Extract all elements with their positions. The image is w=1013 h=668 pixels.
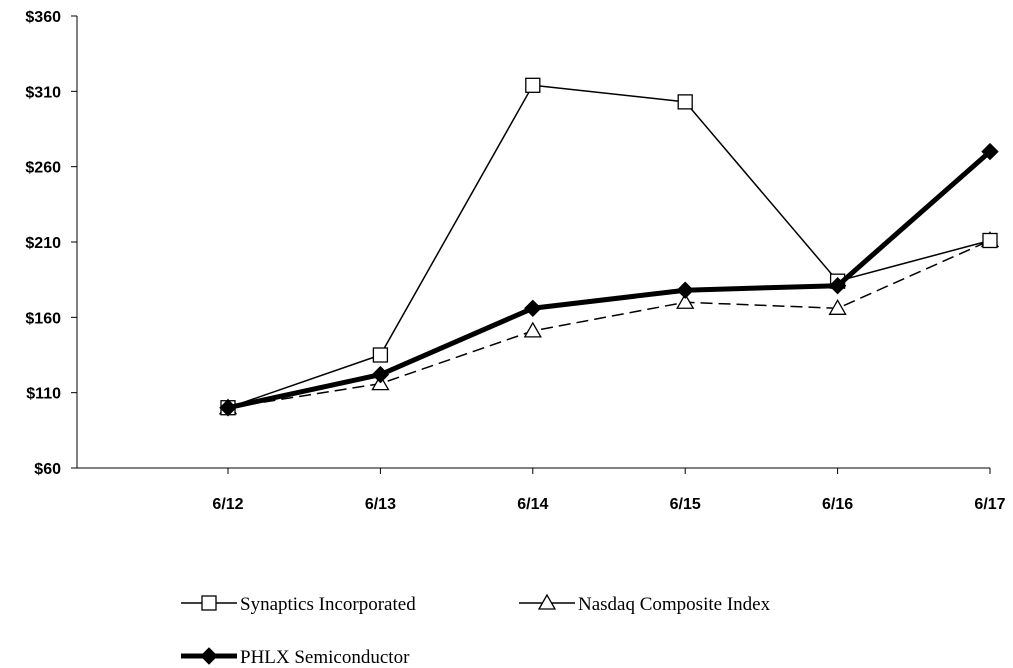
data-point (676, 292, 695, 309)
series-group (218, 77, 1000, 417)
x-axis-ticks: 6/12 6/13 6/14 6/15 6/16 6/17 (212, 468, 1006, 513)
y-tick-label: $160 (25, 310, 61, 327)
legend-item-phlx-semiconductor: PHLX Semiconductor (181, 647, 410, 668)
y-axis-ticks: $60 $110 $160 $210 $260 $310 $360 (25, 9, 77, 478)
legend-label: PHLX Semiconductor (240, 647, 410, 668)
series-line (227, 149, 992, 411)
legend-label: Nasdaq Composite Index (578, 594, 771, 615)
data-point (828, 298, 847, 315)
series-line (227, 84, 991, 409)
legend-marker (537, 593, 557, 610)
y-tick-label: $360 (25, 9, 61, 26)
legend-item-nasdaq-composite-index: Nasdaq Composite Index (519, 593, 771, 615)
legend-item-synaptics-incorporated: Synaptics Incorporated (181, 594, 416, 615)
x-tick-label: 6/14 (517, 496, 548, 513)
series-phlx-semiconductor (219, 142, 999, 417)
series-line (227, 239, 991, 409)
y-tick-label: $260 (25, 160, 61, 177)
y-tick-label: $310 (25, 84, 61, 101)
data-point (524, 299, 542, 318)
legend-label: Synaptics Incorporated (240, 594, 416, 615)
data-point (371, 365, 390, 384)
x-tick-label: 6/12 (212, 496, 243, 513)
x-tick-label: 6/16 (822, 496, 853, 513)
data-point (372, 347, 389, 363)
data-point (982, 232, 998, 249)
legend-marker (201, 595, 217, 611)
x-tick-label: 6/13 (365, 496, 396, 513)
x-tick-label: 6/15 (670, 496, 701, 513)
data-point (219, 399, 237, 417)
data-point (523, 321, 542, 338)
legend: Synaptics Incorporated Nasdaq Composite I… (181, 593, 771, 668)
legend-marker (200, 647, 218, 665)
y-tick-label: $60 (34, 461, 61, 478)
data-point (676, 281, 694, 299)
data-point (981, 142, 999, 161)
data-point (677, 94, 693, 110)
y-tick-label: $210 (25, 235, 61, 252)
x-tick-label: 6/17 (974, 496, 1005, 513)
y-tick-label: $110 (26, 386, 61, 403)
data-point (828, 276, 847, 295)
data-point (525, 77, 541, 93)
